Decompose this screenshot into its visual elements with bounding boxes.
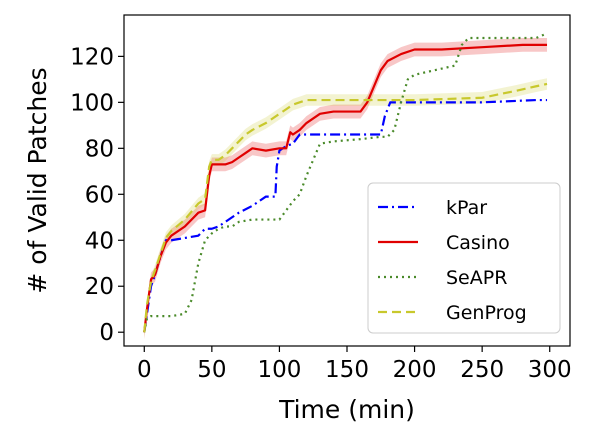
legend-box — [367, 182, 561, 334]
y-tick-label: 100 — [70, 90, 114, 116]
y-tick-label: 120 — [70, 44, 114, 70]
x-tick-label: 300 — [528, 357, 572, 383]
x-axis-ticks: 0 50 100 150 200 250 300 — [137, 346, 572, 383]
series-line-kpar — [143, 98, 548, 333]
x-tick-label: 150 — [325, 357, 369, 383]
x-tick-label: 50 — [197, 357, 226, 383]
y-tick-label: 80 — [85, 136, 114, 162]
legend: kPar Casino SeAPR GenProg — [367, 182, 561, 334]
x-tick-label: 100 — [257, 357, 301, 383]
y-axis-label: # of Valid Patches — [23, 67, 52, 293]
legend-label: GenProg — [446, 302, 527, 324]
legend-label: kPar — [446, 197, 487, 219]
legend-label: Casino — [446, 232, 510, 254]
legend-label: SeAPR — [446, 267, 507, 289]
x-tick-label: 250 — [460, 357, 504, 383]
y-axis-ticks: 0 20 40 60 80 100 120 — [70, 44, 124, 346]
series-lines — [143, 32, 548, 333]
x-axis-label: Time (min) — [278, 395, 415, 424]
series-line-casino — [143, 43, 548, 333]
y-tick-label: 40 — [85, 228, 114, 254]
series-line-seapr — [143, 32, 548, 333]
y-tick-label: 20 — [85, 274, 114, 300]
y-tick-label: 0 — [99, 320, 114, 346]
y-tick-label: 60 — [85, 182, 114, 208]
x-tick-label: 200 — [393, 357, 437, 383]
series-line-genprog — [143, 82, 548, 333]
x-tick-label: 0 — [137, 357, 152, 383]
